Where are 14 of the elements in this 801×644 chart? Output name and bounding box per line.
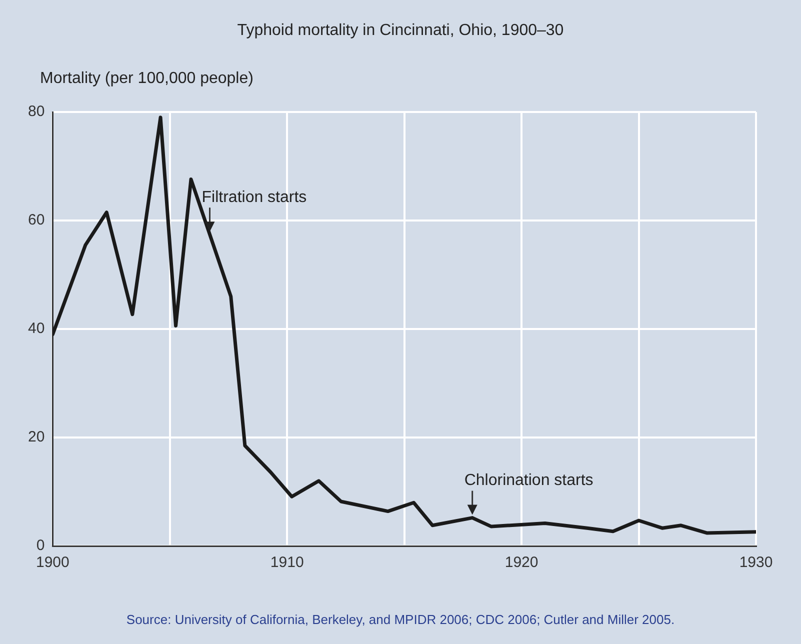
x-tick-label: 1920 xyxy=(504,554,538,572)
y-tick-label: 0 xyxy=(36,537,45,554)
y-tick-label: 20 xyxy=(28,428,45,446)
y-tick-label: 40 xyxy=(28,320,45,338)
x-tick-label: 1930 xyxy=(739,554,773,572)
y-tick-label: 60 xyxy=(28,212,45,229)
annotation: Chlorination starts xyxy=(464,472,594,490)
y-tick-label: 80 xyxy=(28,103,45,120)
chart-title: Typhoid mortality in Cincinnati, Ohio, 1900–30 xyxy=(236,22,565,40)
annotation: Filtration starts xyxy=(202,189,307,206)
x-tick-label: 1910 xyxy=(270,554,304,572)
y-axis-title: Mortality (per 100,000 people) xyxy=(40,70,254,88)
x-tick-label: 1900 xyxy=(36,554,70,572)
source-note: Source: University of California, Berkeley, and MPIDR 2006; CDC 2006; Cutler and Miller 2005. xyxy=(125,612,676,627)
